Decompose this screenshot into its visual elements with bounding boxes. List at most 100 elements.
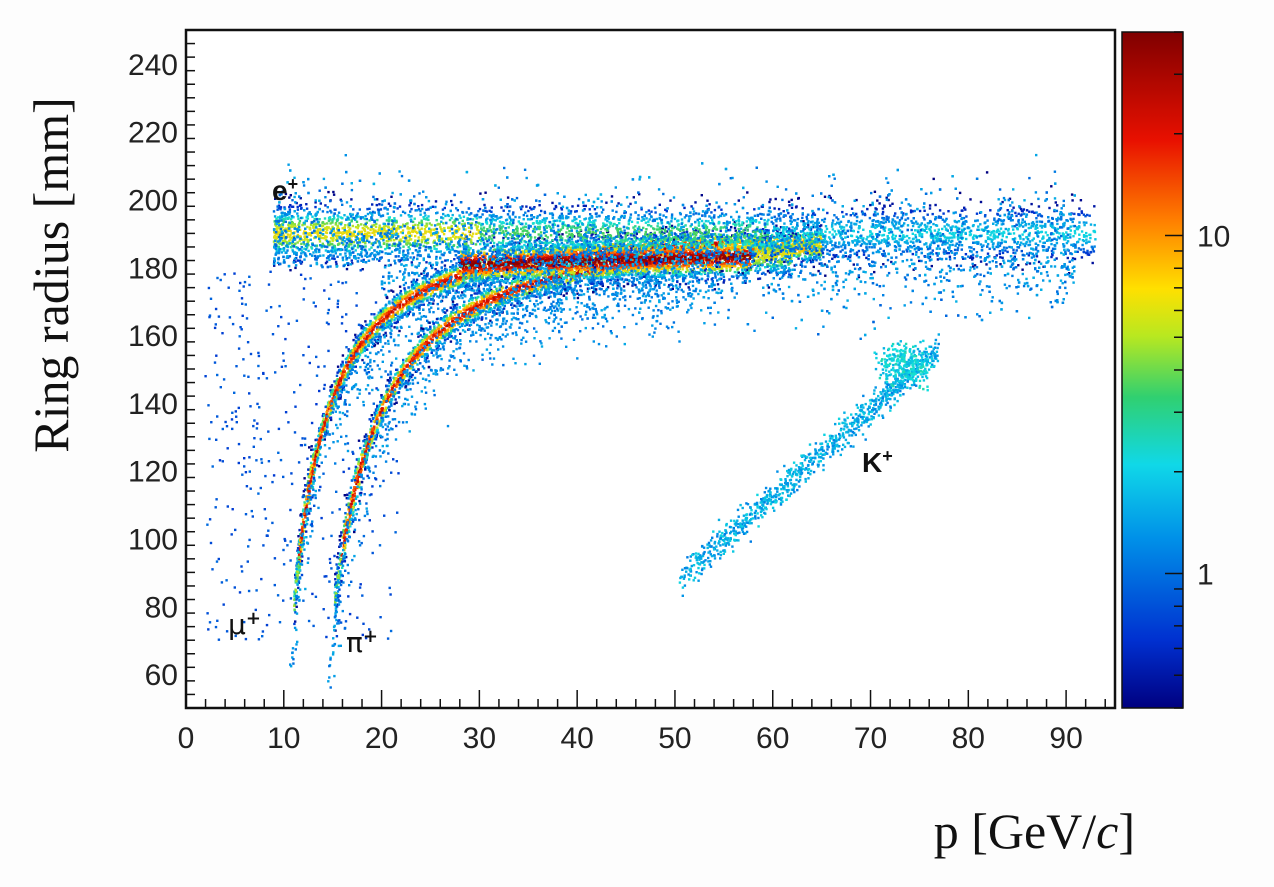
heatmap-cell-3304 (397, 299, 400, 302)
heatmap-cell-1809 (336, 365, 340, 368)
heatmap-cell-4000 (594, 307, 597, 311)
heatmap-cell-2983 (374, 317, 377, 320)
heatmap-cell-3389 (421, 281, 425, 284)
heatmap-cell-2774 (371, 341, 374, 344)
heatmap-cell-4104 (533, 309, 537, 312)
heatmap-cell-3777 (557, 304, 560, 307)
heatmap-cell-1637 (334, 386, 337, 389)
heatmap-cell-4177 (300, 534, 304, 537)
heatmap-cell-4427 (304, 587, 307, 591)
heatmap-cell-939 (705, 231, 708, 234)
heatmap-cell-4340 (298, 576, 302, 579)
heatmap-cell-2781 (426, 275, 429, 278)
heatmap-cell-1769 (335, 379, 338, 382)
heatmap-cell-3697 (419, 318, 422, 321)
heatmap-cell-4236 (420, 300, 423, 303)
heatmap-cell-2475 (426, 290, 429, 293)
heatmap-cell-1539 (294, 573, 297, 577)
heatmap-cell-2639 (317, 465, 321, 468)
heatmap-cell-2058 (407, 304, 410, 307)
heatmap-cell-1938 (455, 270, 459, 273)
heatmap-cell-2120 (355, 339, 358, 343)
heatmap-cell-3091 (310, 464, 314, 467)
heatmap-cell-2379 (377, 335, 381, 339)
heatmap-cell-2433 (321, 438, 324, 442)
heatmap-cell-3587 (428, 310, 431, 314)
heatmap-cell-3909 (348, 403, 351, 406)
heatmap-cell-1463 (309, 467, 313, 471)
heatmap-cell-4163 (383, 334, 387, 337)
heatmap-cell-3040 (332, 402, 335, 406)
heatmap-cell-3980 (376, 339, 379, 343)
heatmap-cell-538 (375, 319, 378, 322)
heatmap-cell-3964 (323, 444, 327, 447)
heatmap-cell-3973 (297, 580, 301, 583)
heatmap-cell-3122 (362, 341, 365, 344)
heatmap-cell-2010 (325, 413, 328, 416)
heatmap-cell-1152 (369, 319, 372, 323)
heatmap-cell-2017 (642, 265, 645, 268)
heatmap-cell-4125 (345, 414, 349, 418)
heatmap-cell-3799 (336, 426, 339, 430)
heatmap-cell-2841 (316, 464, 319, 467)
heatmap-cell-2037 (802, 232, 806, 235)
heatmap-cell-773 (384, 304, 387, 307)
heatmap-cell-381 (312, 457, 315, 461)
heatmap-cell-1794 (343, 366, 346, 369)
heatmap-cell-3119 (443, 275, 446, 278)
heatmap-cell-2860 (452, 289, 455, 292)
heatmap-cell-4373 (406, 309, 409, 312)
heatmap-cell-1224 (679, 232, 682, 236)
heatmap-cell-4207 (384, 342, 387, 345)
heatmap-cell-1147 (648, 249, 651, 253)
heatmap-cell-3456 (439, 279, 442, 282)
heatmap-cell-1612 (410, 285, 414, 289)
heatmap-cell-3481 (406, 296, 409, 299)
heatmap-cell-2139 (440, 289, 443, 293)
heatmap-cell-3009 (309, 507, 312, 511)
heatmap-cell-3319 (528, 267, 532, 270)
heatmap-cell-4183 (340, 391, 343, 394)
heatmap-cell-3809 (291, 651, 294, 654)
heatmap-cell-3423 (316, 456, 320, 460)
heatmap-cell-4243 (310, 484, 313, 487)
heatmap-cell-3231 (325, 411, 328, 414)
heatmap-cell-3504 (298, 568, 301, 572)
heatmap-cell-1465 (767, 229, 770, 232)
heatmap-cell-97 (434, 268, 437, 271)
heatmap-cell-439 (460, 278, 463, 281)
heatmap-cell-4214 (303, 548, 306, 551)
heatmap-cell-806 (765, 239, 769, 243)
heatmap-cell-4159 (328, 433, 331, 436)
heatmap-cell-2250 (305, 489, 309, 492)
heatmap-cell-4221 (631, 290, 635, 293)
heatmap-cell-2467 (299, 562, 302, 566)
heatmap-cell-3894 (396, 315, 399, 318)
heatmap-cell-2012 (342, 364, 345, 367)
heatmap-cell-84 (443, 264, 447, 267)
heatmap-cell-2611 (366, 337, 370, 341)
heatmap-cell-981 (342, 376, 345, 379)
heatmap-cell-1357 (397, 294, 400, 298)
heatmap-cell-2816 (462, 285, 465, 288)
heatmap-cell-4256 (306, 517, 309, 520)
heatmap-cell-2569 (331, 390, 334, 393)
heatmap-cell-3889 (388, 350, 391, 353)
heatmap-cell-2568 (388, 315, 392, 318)
heatmap-cell-4015 (381, 360, 384, 363)
heatmap-cell-1307 (390, 319, 393, 322)
heatmap-cell-3802 (305, 513, 309, 516)
heatmap-cell-2537 (331, 388, 334, 392)
heatmap-cell-4450 (355, 353, 358, 357)
heatmap-cell-1454 (299, 558, 302, 561)
heatmap-cell-3685 (586, 303, 589, 306)
heatmap-cell-2022 (726, 245, 729, 248)
heatmap-cell-3780 (330, 402, 333, 405)
heatmap-cell-190 (568, 249, 571, 252)
heatmap-cell-2988 (737, 245, 741, 248)
heatmap-cell-3339 (334, 389, 337, 392)
heatmap-cell-4200 (528, 314, 531, 318)
heatmap-cell-1695 (315, 445, 319, 448)
heatmap-cell-1734 (317, 441, 320, 444)
heatmap-cell-4194 (323, 431, 327, 434)
